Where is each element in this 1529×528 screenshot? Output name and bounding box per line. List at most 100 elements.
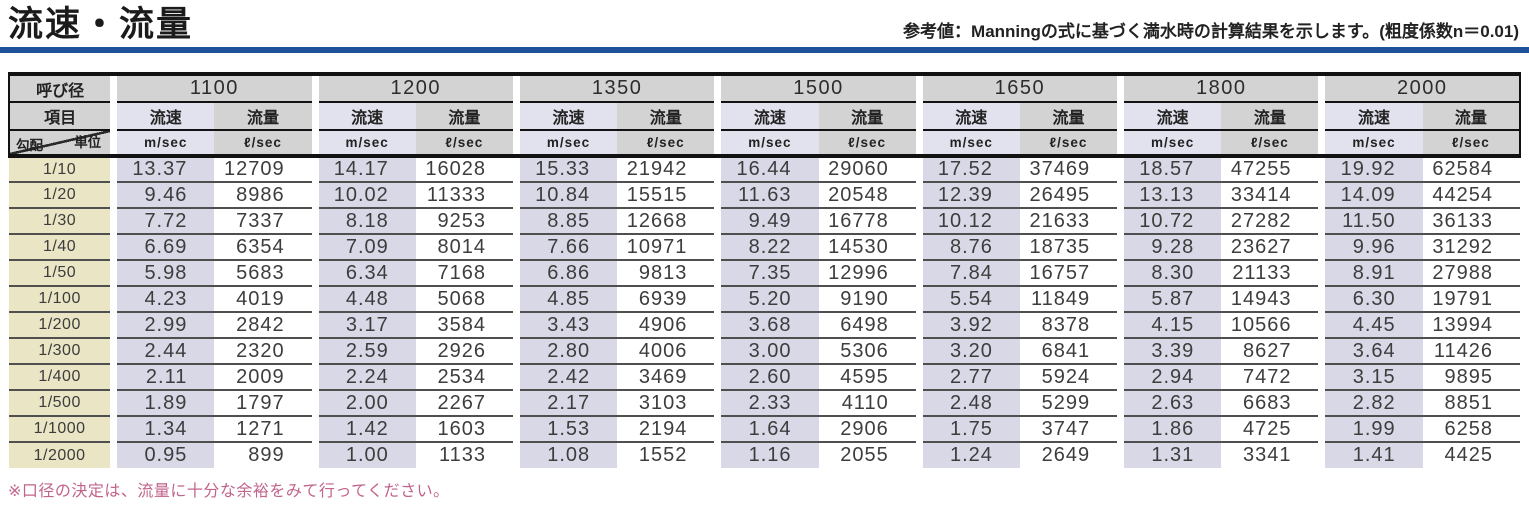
column-gap [714,260,722,286]
velocity-value-cell: 3.39 [1124,338,1222,365]
velocity-value-cell: 14.09 [1325,182,1423,209]
column-gap [1117,208,1125,234]
header-gap [714,72,722,102]
column-gap [714,156,722,182]
flow-value-cell: 31292 [1422,234,1520,261]
column-gap [714,390,722,416]
velocity-value-cell: 2.17 [519,390,618,417]
column-gap [110,156,118,182]
velocity-unit: m/sec [721,130,819,158]
column-gap [915,390,923,416]
header-gap [311,72,319,102]
header-gap [1117,72,1125,102]
velocity-header: 流速 [117,102,215,131]
flow-value-cell: 899 [214,442,312,468]
flow-value-cell: 4425 [1422,442,1520,468]
flow-unit: ℓ/sec [214,130,312,158]
header-gap [1318,72,1326,102]
diameter-header: 2000 [1325,72,1521,103]
velocity-value-cell: 1.08 [519,442,618,468]
velocity-value-cell: 3.20 [922,338,1020,365]
velocity-value-cell: 3.00 [721,338,819,365]
column-gap [714,312,722,338]
column-gap [311,208,319,234]
flow-value-cell: 2926 [415,338,513,365]
slope-cell: 1/300 [9,338,111,365]
header-gap [311,130,319,158]
diameter-header: 1100 [117,72,312,103]
column-gap [311,338,319,364]
velocity-unit: m/sec [519,130,618,158]
flow-value-cell: 10566 [1221,312,1319,339]
column-gap [1117,156,1125,182]
velocity-value-cell: 4.85 [519,286,618,313]
header-gap [110,130,118,158]
table-row: 1/50 5.98 5683 6.34 7168 6.86 9813 7.35 12996 7.8… [9,260,1520,287]
flow-value-cell: 2055 [818,442,916,468]
column-gap [1318,312,1326,338]
flow-value-cell: 16778 [818,208,916,235]
column-gap [1117,364,1125,390]
slope-cell: 1/400 [9,364,111,391]
column-gap [1318,234,1326,260]
slope-cell: 1/1000 [9,416,111,443]
flow-header: 流量 [214,102,312,131]
flow-value-cell: 5306 [818,338,916,365]
velocity-value-cell: 1.00 [318,442,416,468]
flow-value-cell: 15515 [617,182,715,209]
column-gap [311,312,319,338]
velocity-value-cell: 10.84 [519,182,618,209]
velocity-header: 流速 [1124,102,1222,131]
header-gap [110,102,118,130]
flow-value-cell: 20548 [818,182,916,209]
flow-value-cell: 47255 [1221,156,1319,183]
slope-cell: 1/10 [9,156,111,183]
velocity-unit: m/sec [922,130,1020,158]
item-header-row: 項目 流速 流量 流速 流量 流速 流量 流速 流量 流速 流量 流速 流量 流速 流量 [7,102,1522,131]
table-row: 1/400 2.11 2009 2.24 2534 2.42 3469 2.60 4595 2.7… [9,364,1520,391]
column-gap [110,208,118,234]
velocity-value-cell: 3.17 [318,312,416,339]
flow-value-cell: 9813 [617,260,715,287]
flow-value-cell: 2649 [1019,442,1118,468]
velocity-value-cell: 2.82 [1325,390,1423,417]
column-gap [714,286,722,312]
column-gap [110,390,118,416]
header-gap [1318,102,1326,130]
flow-value-cell: 9253 [415,208,513,235]
column-gap [714,208,722,234]
table-row: 1/40 6.69 6354 7.09 8014 7.66 10971 8.22 14530 8.… [9,234,1520,261]
velocity-value-cell: 2.59 [318,338,416,365]
flow-value-cell: 6939 [617,286,715,313]
column-gap [1318,286,1326,312]
flow-header: 流量 [1019,102,1118,131]
velocity-value-cell: 5.20 [721,286,819,313]
header-gap [714,102,722,130]
column-gap [915,442,923,468]
velocity-value-cell: 1.64 [721,416,819,443]
header-gap [311,102,319,130]
velocity-value-cell: 12.39 [922,182,1020,209]
flow-unit: ℓ/sec [1422,130,1522,158]
flow-value-cell: 8986 [214,182,312,209]
flow-value-cell: 3584 [415,312,513,339]
velocity-value-cell: 6.69 [117,234,215,261]
column-gap [110,260,118,286]
slope-cell: 1/40 [9,234,111,261]
velocity-value-cell: 2.44 [117,338,215,365]
velocity-value-cell: 2.63 [1124,390,1222,417]
velocity-value-cell: 6.30 [1325,286,1423,313]
column-gap [311,416,319,442]
column-gap [915,364,923,390]
column-gap [1318,182,1326,208]
page-title: 流速・流量 [8,5,194,44]
velocity-value-cell: 3.92 [922,312,1020,339]
velocity-unit: m/sec [318,130,416,158]
column-gap [512,416,520,442]
velocity-value-cell: 8.76 [922,234,1020,261]
flow-header: 流量 [1422,102,1522,131]
flow-unit: ℓ/sec [617,130,715,158]
table-row: 1/500 1.89 1797 2.00 2267 2.17 3103 2.33 4110 2.4… [9,390,1520,417]
flow-value-cell: 4019 [214,286,312,313]
header-gap [714,130,722,158]
